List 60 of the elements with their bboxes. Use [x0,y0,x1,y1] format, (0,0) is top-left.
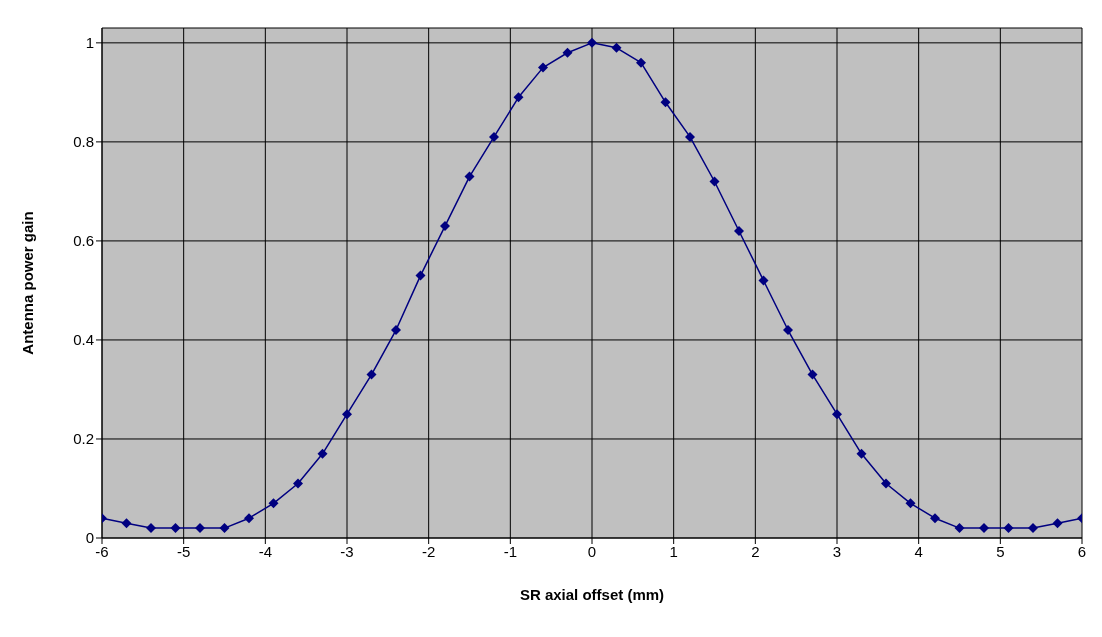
x-axis-title: SR axial offset (mm) [519,586,665,603]
point [219,523,230,534]
point [1003,523,1014,534]
point [954,523,965,534]
point [636,57,646,68]
x-tick-label: 4 [914,542,923,560]
point [930,513,940,524]
x-tick-label: 5 [996,542,1005,560]
point [366,369,377,380]
x-tick-label: -1 [503,542,518,560]
x-tick-label: 1 [669,542,678,560]
point [1028,523,1038,534]
point [195,523,205,534]
point [660,97,671,108]
point [244,513,254,524]
point [611,42,622,53]
y-tick-label: 1 [85,34,94,52]
point [734,226,744,237]
point [832,409,842,420]
point [317,448,328,459]
y-tick-label: 0.2 [73,430,94,448]
point [538,62,548,73]
x-tick-label: 6 [1077,542,1087,560]
point [170,523,181,534]
point [489,131,499,142]
y-tick-label: 0.6 [73,232,94,250]
x-tick-label: 2 [751,542,760,560]
point [415,270,426,281]
point [709,176,720,187]
x-tick-label: 3 [832,542,842,560]
point [342,409,352,420]
point [1052,518,1063,529]
point [881,478,891,489]
point [783,325,793,336]
x-tick-label: -3 [340,542,354,560]
point [979,523,989,534]
point [391,325,401,336]
point [268,498,279,509]
x-tick-label: -4 [258,542,273,560]
point [905,498,916,509]
y-tick-label: 0.8 [73,133,94,151]
point [807,369,818,380]
point [587,37,597,48]
y-tick-label: 0.4 [73,331,94,349]
x-tick-label: -2 [421,542,436,560]
point [513,92,524,103]
point [758,275,769,286]
y-tick-label: 0 [85,529,94,547]
point [562,47,573,58]
point [464,171,475,182]
point [121,518,132,529]
point [685,131,695,142]
point [440,221,450,232]
point [146,523,156,534]
point [856,448,867,459]
x-tick-label: -5 [176,542,191,560]
point [293,478,303,489]
y-axis-title: Antenna power gain [19,211,37,355]
x-tick-label: -6 [95,542,109,560]
x-tick-label: 0 [587,542,597,560]
